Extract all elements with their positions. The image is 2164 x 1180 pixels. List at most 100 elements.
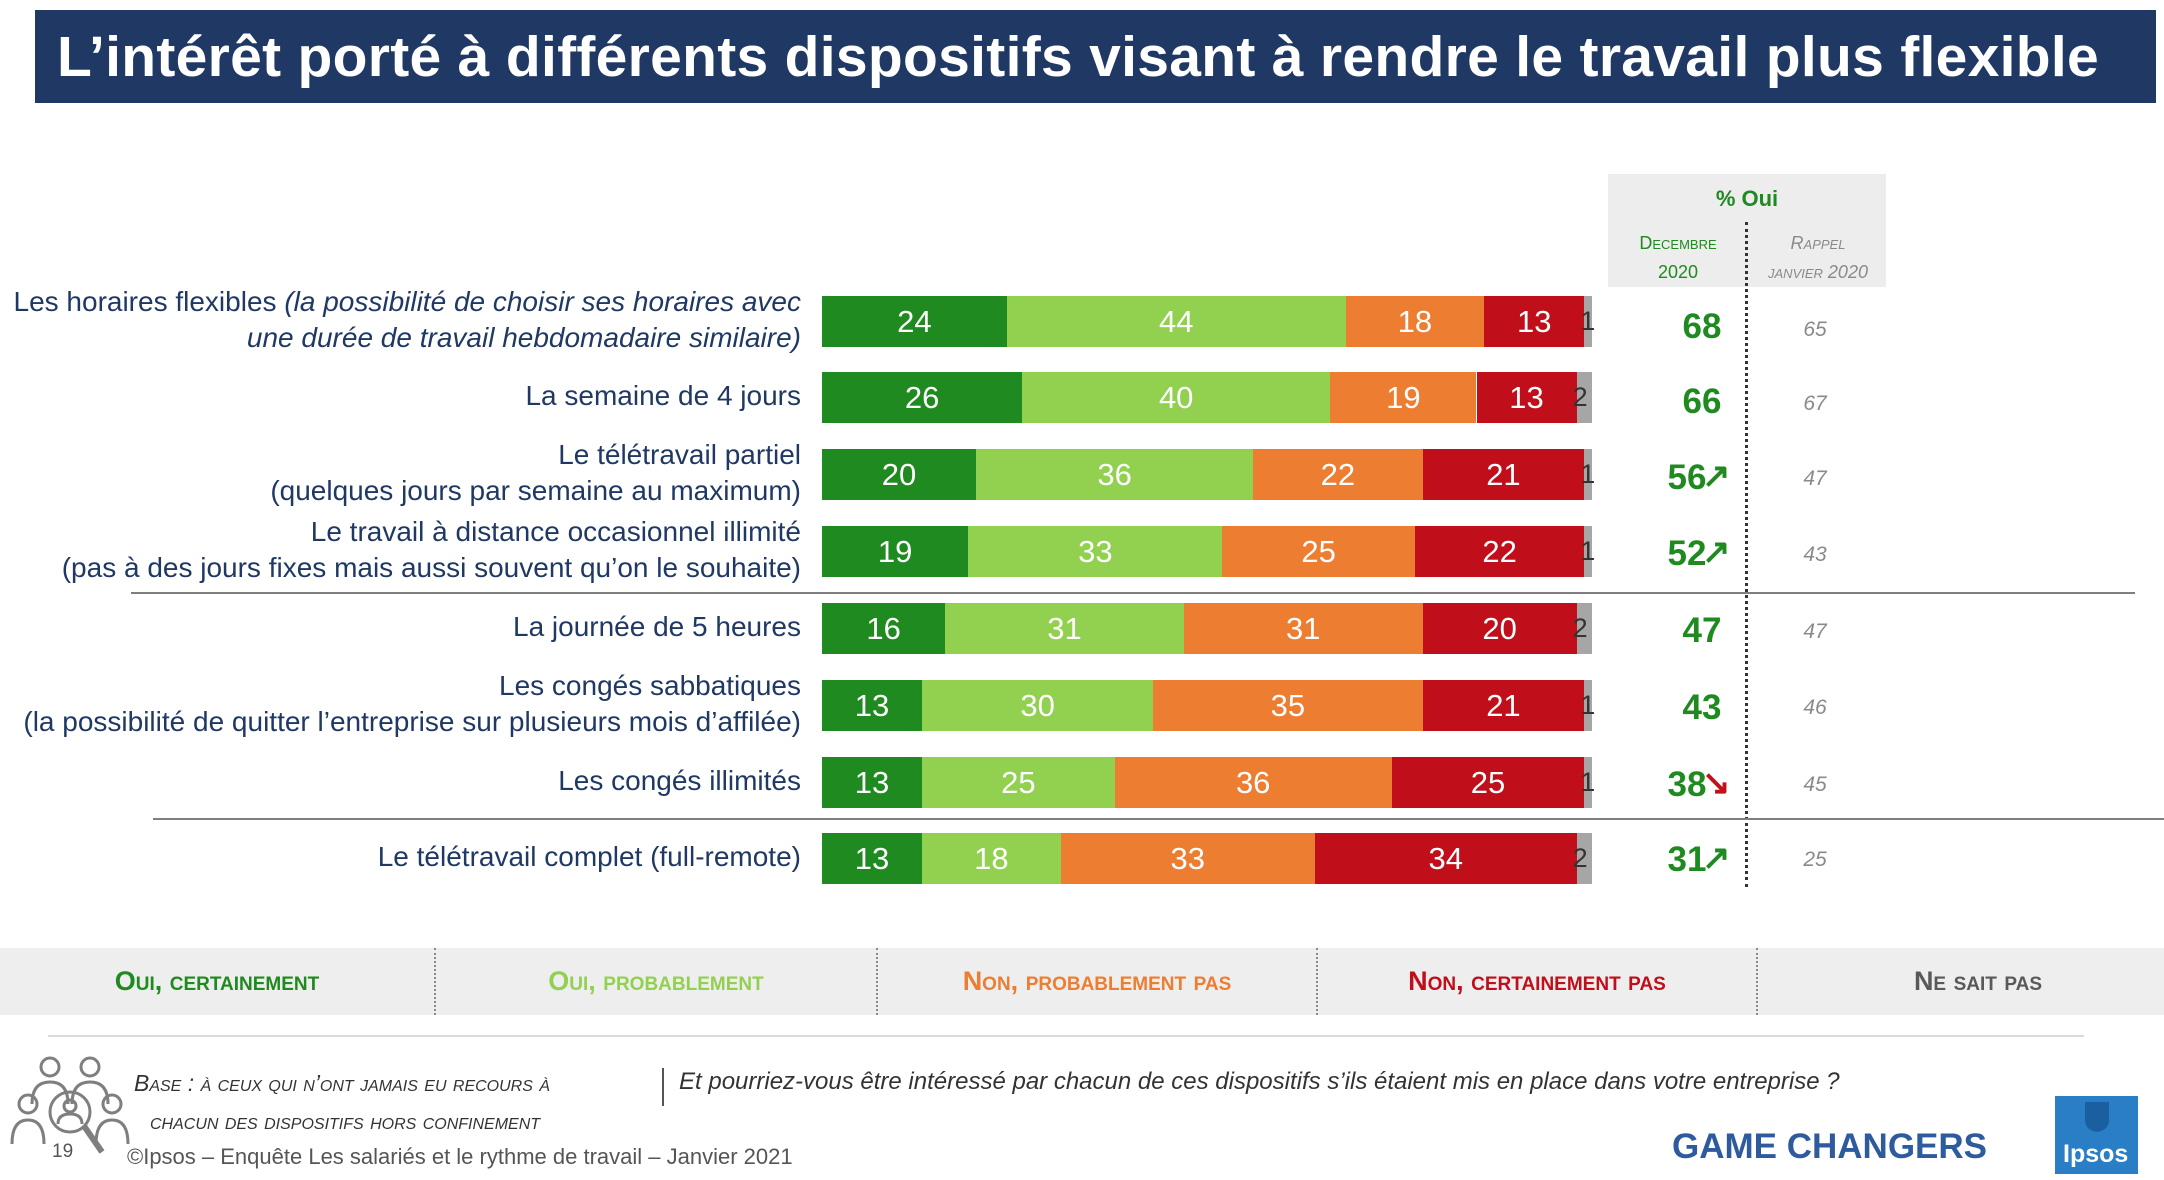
bar-segment: 13 xyxy=(822,833,923,884)
item-label: La semaine de 4 jours xyxy=(525,378,801,414)
legend-divider xyxy=(876,948,878,1015)
bar-segment: 40 xyxy=(1022,372,1331,423)
trend-up-arrow-icon: ↗ xyxy=(1702,457,1731,495)
group-separator-2 xyxy=(153,818,2164,820)
bar-segment: 36 xyxy=(1114,757,1392,808)
rappel-value: 47 xyxy=(1803,620,1827,643)
bar-value-label: 33 xyxy=(1170,840,1205,876)
bar-segment: 44 xyxy=(1006,296,1346,347)
bar-value-label: 31 xyxy=(1047,610,1082,646)
indicator-col-rappel: Rappel janvier 2020 xyxy=(1750,229,1886,287)
indicator-col-rappel-line1: Rappel xyxy=(1790,233,1846,253)
bar-segment: 2 xyxy=(1573,372,1592,423)
legend-ne-sait-pas: Ne sait pas xyxy=(1913,966,2043,996)
bar-segment: 1 xyxy=(1580,680,1595,731)
game-changers-brand: GAME CHANGERS xyxy=(1672,1127,1988,1166)
bar-segment: 33 xyxy=(1060,833,1315,884)
bar-value-label: 36 xyxy=(1097,456,1132,492)
bar-segment: 13 xyxy=(1476,372,1577,423)
bar-segment: 16 xyxy=(822,603,946,654)
item-label: Les horaires flexibles (la possibilité d… xyxy=(14,284,802,356)
bar-segment: 13 xyxy=(1484,296,1585,347)
legend-non-probablement-pas: Non, probablement pas xyxy=(962,966,1232,996)
item-label-italic: (la possibilité de choisir ses horaires … xyxy=(284,286,801,317)
ipsos-logo: Ipsos xyxy=(2055,1096,2138,1174)
indicator-col-december-line2: 2020 xyxy=(1657,262,1699,282)
base-note-line2: chacun des dispositifs hors confinement xyxy=(150,1108,541,1134)
bar-value-label: 1 xyxy=(1580,459,1596,489)
ipsos-logo-text: Ipsos xyxy=(2063,1140,2129,1168)
bar-value-label: 1 xyxy=(1580,306,1596,336)
item-label-text: Les congés sabbatiques xyxy=(499,670,801,701)
item-label-text: Le travail à distance occasionnel illimi… xyxy=(310,516,801,547)
bar-value-label: 2 xyxy=(1572,613,1588,643)
bar-value-label: 31 xyxy=(1285,610,1321,646)
bar-segment: 22 xyxy=(1253,449,1423,500)
rappel-value: 25 xyxy=(1803,848,1827,871)
bar-value-label: 1 xyxy=(1580,536,1596,566)
base-note: Base : à ceux qui n’ont jamais eu recour… xyxy=(134,1064,654,1140)
bar-value-label: 34 xyxy=(1428,840,1463,876)
bar-segment: 33 xyxy=(968,526,1223,577)
bar-value-label: 35 xyxy=(1270,687,1306,723)
rappel-value: 47 xyxy=(1803,467,1827,490)
legend: Oui, certainement Oui, probablement Non,… xyxy=(0,948,2164,1015)
legend-divider xyxy=(1316,948,1318,1015)
bar-segment: 18 xyxy=(1345,296,1485,347)
bar-value-label: 44 xyxy=(1158,303,1194,339)
item-label-line1: La journée de 5 heures xyxy=(513,609,801,645)
bar-value-label: 20 xyxy=(881,456,917,492)
bar-segment: 22 xyxy=(1414,526,1585,577)
pct-oui-value: 43 xyxy=(1682,688,1722,727)
bar-value-label: 25 xyxy=(1470,764,1506,800)
legend-oui-certainement: Oui, certainement xyxy=(114,966,320,996)
bar-value-label: 21 xyxy=(1486,687,1521,723)
bar-value-label: 18 xyxy=(974,840,1009,876)
bar-value-label: 13 xyxy=(854,764,890,800)
item-label-line1: Le télétravail complet (full-remote) xyxy=(378,839,801,875)
item-label-text: Le télétravail partiel xyxy=(558,439,801,470)
bar-segment: 26 xyxy=(822,372,1023,423)
legend-oui-probablement: Oui, probablement xyxy=(548,966,764,996)
bar-value-label: 1 xyxy=(1580,767,1596,797)
pct-oui-value: 66 xyxy=(1682,382,1722,421)
trend-down-arrow-icon: ↘ xyxy=(1702,764,1731,802)
pct-oui-value: 47 xyxy=(1682,611,1722,650)
rappel-value: 65 xyxy=(1803,318,1827,341)
pct-oui-value: 31 xyxy=(1667,840,1707,879)
bar-value-label: 22 xyxy=(1320,456,1356,492)
bar-segment: 31 xyxy=(1183,603,1423,654)
bar-value-label: 13 xyxy=(1516,303,1552,339)
pct-oui-value: 56 xyxy=(1667,458,1707,497)
item-label-line1: Les congés sabbatiques xyxy=(23,668,801,704)
footer-divider xyxy=(48,1035,2084,1037)
rappel-value: 43 xyxy=(1803,543,1827,566)
bar-segment: 24 xyxy=(822,296,1007,347)
item-label: Les congés illimités xyxy=(558,763,801,799)
bar-segment: 20 xyxy=(822,449,976,500)
bar-segment: 25 xyxy=(1391,757,1585,808)
item-label: Le télétravail complet (full-remote) xyxy=(378,839,801,875)
bar-value-label: 25 xyxy=(1301,533,1336,569)
bar-segment: 2 xyxy=(1573,833,1592,884)
bar-segment: 25 xyxy=(1222,526,1415,577)
bar-value-label: 18 xyxy=(1397,303,1433,339)
bar-value-label: 36 xyxy=(1235,764,1271,800)
bar-value-label: 25 xyxy=(1001,764,1036,800)
bar-segment: 19 xyxy=(1330,372,1477,423)
bar-segment: 13 xyxy=(822,757,923,808)
item-label-line1: La semaine de 4 jours xyxy=(525,378,801,414)
bar-value-label: 24 xyxy=(897,303,932,339)
bar-value-label: 19 xyxy=(877,533,913,569)
pct-oui-value: 52 xyxy=(1667,534,1707,573)
pct-oui-value: 38 xyxy=(1667,765,1707,804)
bar-segment: 1 xyxy=(1580,296,1595,347)
group-separator-1 xyxy=(131,592,2135,594)
question-separator xyxy=(662,1068,664,1106)
rappel-value: 67 xyxy=(1803,392,1827,415)
bar-segment: 36 xyxy=(976,449,1254,500)
bar-value-label: 21 xyxy=(1486,456,1521,492)
bar-segment: 1 xyxy=(1580,757,1595,808)
trend-up-arrow-icon: ↗ xyxy=(1702,533,1731,571)
legend-divider xyxy=(1756,948,1758,1015)
